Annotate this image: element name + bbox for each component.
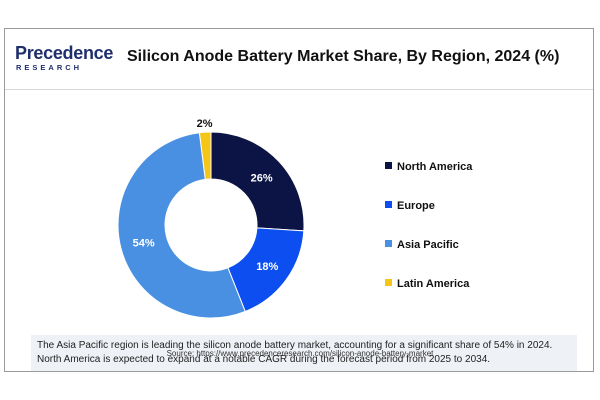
- chart-header: Precedence RESEARCH Silicon Anode Batter…: [5, 29, 593, 90]
- legend-item-europe: Europe: [385, 200, 435, 212]
- data-label-asia-pacific: 54%: [133, 237, 155, 249]
- legend-item-asia-pacific: Asia Pacific: [385, 239, 459, 251]
- chart-title: Silicon Anode Battery Market Share, By R…: [127, 48, 560, 65]
- data-label-north-america: 26%: [251, 172, 273, 184]
- data-label-latin-america: 2%: [197, 118, 213, 130]
- legend-swatch: [385, 279, 392, 286]
- legend-swatch: [385, 240, 392, 247]
- legend-item-north-america: North America: [385, 161, 472, 173]
- legend-label: Latin America: [397, 278, 470, 290]
- legend-label: North America: [397, 161, 473, 173]
- slice-north-america: [210, 131, 305, 232]
- chart-note: The Asia Pacific region is leading the s…: [31, 335, 577, 371]
- source-citation: Source: https://www.precedenceresearch.c…: [166, 349, 434, 358]
- slice-asia-pacific: [117, 132, 246, 319]
- donut-chart: 2% 26% 18% 54%: [117, 118, 305, 319]
- legend-item-latin-america: Latin America: [385, 278, 469, 290]
- chart-card: Precedence RESEARCH Silicon Anode Batter…: [4, 28, 594, 372]
- brand-sub: RESEARCH: [16, 63, 83, 72]
- data-label-europe: 18%: [256, 261, 278, 273]
- legend-label: Europe: [397, 200, 435, 212]
- brand-name: Precedence: [15, 43, 114, 63]
- legend-swatch: [385, 201, 392, 208]
- legend-label: Asia Pacific: [397, 239, 459, 251]
- legend-swatch: [385, 162, 392, 169]
- brand-logo: Precedence RESEARCH: [15, 43, 115, 77]
